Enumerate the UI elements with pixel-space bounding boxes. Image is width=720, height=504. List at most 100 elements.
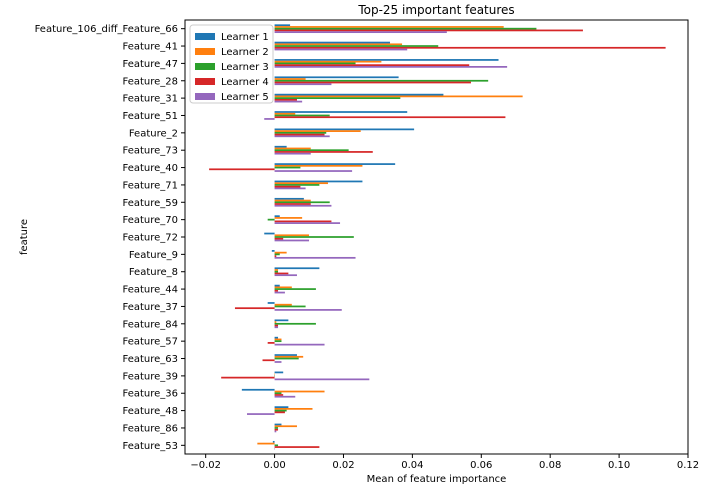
bar-feature-37-learner-3 bbox=[274, 305, 306, 308]
y-tick-label-feature-8: Feature_8 bbox=[129, 267, 178, 278]
bar-feature-57-learner-1 bbox=[274, 336, 279, 339]
bar-feature-84-learner-4 bbox=[274, 324, 279, 327]
bar-feature-2-learner-3 bbox=[274, 131, 327, 134]
bar-feature-72-learner-2 bbox=[274, 234, 310, 237]
bar-feature-48-learner-5 bbox=[247, 413, 275, 415]
bar-feature-40-learner-2 bbox=[274, 164, 363, 167]
bar-feature-73-learner-3 bbox=[274, 149, 349, 152]
bar-feature-84-learner-3 bbox=[274, 322, 316, 325]
bar-feature-70-learner-1 bbox=[274, 215, 280, 218]
bar-feature-57-learner-2 bbox=[274, 338, 282, 341]
bar-feature-8-learner-3 bbox=[274, 270, 279, 273]
bar-feature-41-learner-5 bbox=[274, 48, 408, 51]
bars-layer bbox=[209, 24, 666, 450]
bar-feature-2-learner-5 bbox=[274, 135, 330, 138]
bar-feature-37-learner-1 bbox=[267, 302, 275, 304]
x-tick-label: 0.10 bbox=[608, 460, 630, 471]
bar-feature-48-learner-1 bbox=[274, 406, 289, 408]
bar-feature-84-learner-5 bbox=[274, 326, 279, 329]
bar-feature-51-learner-3 bbox=[274, 114, 330, 117]
bar-feature-36-learner-5 bbox=[274, 395, 296, 398]
bar-feature-8-learner-5 bbox=[274, 274, 297, 277]
bar-feature-9-learner-2 bbox=[274, 251, 287, 254]
bar-feature-28-learner-3 bbox=[274, 79, 489, 82]
bar-feature-9-learner-3 bbox=[274, 253, 280, 256]
bar-feature-9-learner-5 bbox=[274, 256, 356, 259]
bar-feature-2-learner-1 bbox=[274, 128, 415, 131]
bar-feature-31-learner-2 bbox=[274, 95, 523, 98]
y-tick-label-feature-73: Feature_73 bbox=[122, 146, 178, 157]
bar-feature-73-learner-5 bbox=[274, 152, 311, 155]
bar-feature-47-learner-3 bbox=[274, 62, 356, 65]
bar-feature-47-learner-4 bbox=[274, 64, 470, 67]
bar-feature-71-learner-2 bbox=[274, 182, 328, 185]
bar-feature-37-learner-2 bbox=[274, 303, 292, 306]
x-tick-label: 0.12 bbox=[677, 460, 699, 471]
legend-swatch-learner-2 bbox=[195, 48, 215, 55]
bar-feature-47-learner-1 bbox=[274, 59, 499, 61]
ticks-layer: −0.02 0.00 0.02 0.04 0.06 0.08 0.10 0.12 Feature… bbox=[35, 24, 700, 471]
bar-feature-63-learner-4 bbox=[262, 359, 275, 362]
y-tick-label-feature-86: Feature_86 bbox=[122, 423, 178, 434]
bar-feature-44-learner-1 bbox=[274, 284, 280, 287]
bar-feature-44-learner-5 bbox=[274, 291, 285, 294]
bar-feature-106-diff-feature-66-learner-3 bbox=[274, 27, 537, 30]
y-tick-label-feature-41: Feature_41 bbox=[122, 42, 178, 53]
bar-feature-63-learner-3 bbox=[274, 357, 299, 360]
bar-feature-9-learner-4 bbox=[274, 255, 277, 257]
bar-feature-59-learner-1 bbox=[274, 197, 304, 200]
bar-feature-41-learner-3 bbox=[274, 45, 439, 47]
y-tick-label-feature-70: Feature_70 bbox=[122, 215, 178, 226]
y-tick-label-feature-106-diff-feature-66: Feature_106_diff_Feature_66 bbox=[35, 24, 178, 35]
bar-feature-86-learner-5 bbox=[274, 430, 277, 433]
bar-feature-106-diff-feature-66-learner-4 bbox=[274, 29, 583, 32]
bar-feature-28-learner-1 bbox=[274, 76, 399, 79]
bar-feature-84-learner-2 bbox=[274, 321, 277, 323]
y-tick-label-feature-9: Feature_9 bbox=[129, 250, 178, 261]
y-axis-label: feature bbox=[19, 219, 30, 255]
bar-feature-57-learner-4 bbox=[267, 342, 275, 344]
bar-feature-2-learner-2 bbox=[274, 130, 361, 132]
bar-feature-36-learner-3 bbox=[274, 392, 282, 395]
bar-feature-63-learner-5 bbox=[274, 361, 282, 363]
y-tick-label-feature-31: Feature_31 bbox=[122, 94, 178, 105]
bar-feature-40-learner-4 bbox=[209, 168, 275, 171]
y-tick-label-feature-44: Feature_44 bbox=[122, 285, 178, 296]
legend-label-learner-2: Learner 2 bbox=[221, 47, 269, 58]
bar-feature-31-learner-4 bbox=[274, 98, 297, 101]
bar-feature-40-learner-5 bbox=[274, 170, 353, 172]
y-tick-label-feature-59: Feature_59 bbox=[122, 198, 178, 209]
y-tick-label-feature-36: Feature_36 bbox=[122, 389, 178, 400]
bar-feature-53-learner-4 bbox=[274, 446, 320, 448]
bar-feature-86-learner-3 bbox=[274, 427, 279, 429]
bar-feature-51-learner-5 bbox=[264, 118, 275, 120]
x-tick-label: 0.04 bbox=[401, 460, 423, 471]
bar-feature-106-diff-feature-66-learner-5 bbox=[274, 31, 447, 34]
y-tick-label-feature-71: Feature_71 bbox=[122, 180, 178, 191]
x-tick-label: 0.06 bbox=[470, 460, 492, 471]
bar-feature-59-learner-5 bbox=[274, 204, 332, 207]
legend-label-learner-3: Learner 3 bbox=[221, 62, 269, 73]
bar-feature-53-learner-1 bbox=[272, 440, 275, 443]
x-tick-label: −0.02 bbox=[190, 460, 221, 471]
bar-feature-70-learner-2 bbox=[274, 217, 303, 219]
bar-feature-57-learner-5 bbox=[274, 343, 325, 346]
bar-feature-47-learner-5 bbox=[274, 66, 508, 68]
bar-feature-51-learner-1 bbox=[274, 111, 408, 113]
bar-feature-72-learner-5 bbox=[274, 239, 310, 242]
bar-feature-57-learner-3 bbox=[274, 340, 282, 343]
bar-feature-48-learner-3 bbox=[274, 409, 287, 412]
bar-feature-44-learner-3 bbox=[274, 288, 316, 290]
x-tick-label: 0.02 bbox=[332, 460, 354, 471]
bar-feature-59-learner-2 bbox=[274, 199, 311, 202]
y-tick-label-feature-51: Feature_51 bbox=[122, 111, 178, 122]
bar-feature-63-learner-1 bbox=[274, 354, 297, 356]
x-axis-label: Mean of feature importance bbox=[367, 474, 507, 485]
y-tick-label-feature-53: Feature_53 bbox=[122, 441, 178, 452]
bar-feature-37-learner-5 bbox=[274, 309, 342, 311]
bar-feature-73-learner-1 bbox=[274, 145, 287, 148]
bar-feature-36-learner-2 bbox=[274, 390, 325, 393]
bar-feature-28-learner-2 bbox=[274, 78, 306, 80]
bar-feature-44-learner-2 bbox=[274, 286, 292, 289]
